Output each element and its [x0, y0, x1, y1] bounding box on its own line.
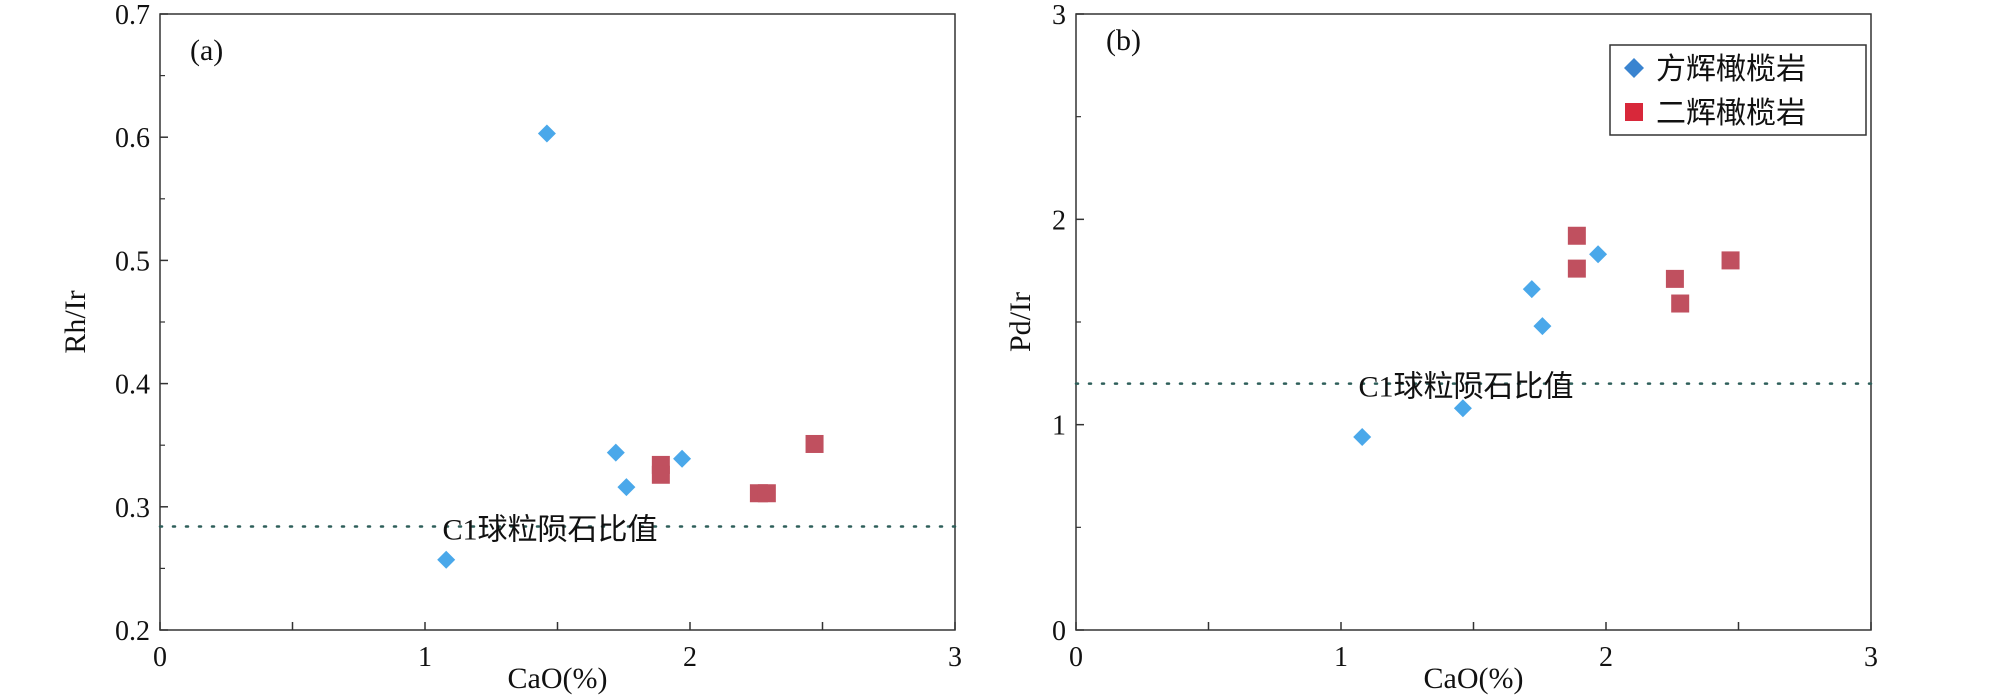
point-diamond	[1533, 317, 1552, 336]
x-tick-label: 3	[1864, 642, 1878, 673]
y-tick-label: 0.6	[115, 123, 150, 154]
point-square	[1671, 294, 1690, 313]
point-square	[1567, 259, 1586, 278]
y-tick-label: 3	[1052, 0, 1066, 31]
y-tick-label: 0.5	[115, 246, 150, 277]
x-tick-label: 3	[948, 642, 962, 673]
y-tick-label: 0.7	[115, 0, 150, 31]
legend-marker-square	[1625, 103, 1643, 121]
y-tick-label: 0.4	[115, 370, 150, 401]
x-tick-label: 2	[683, 642, 697, 673]
panel-label: (b)	[1106, 24, 1141, 57]
point-square	[1665, 269, 1684, 288]
point-square	[757, 484, 776, 503]
point-diamond	[437, 550, 456, 569]
point-diamond	[1522, 280, 1541, 299]
point-diamond	[1589, 245, 1608, 264]
x-tick-label: 0	[1069, 642, 1083, 673]
point-diamond	[1353, 427, 1372, 446]
x-tick-label: 1	[1334, 642, 1348, 673]
point-diamond	[537, 124, 556, 143]
y-axis-label: Pd/Ir	[1004, 292, 1037, 352]
y-tick-label: 0.3	[115, 493, 150, 524]
point-diamond	[606, 443, 625, 462]
x-axis-label: CaO(%)	[508, 662, 608, 695]
x-tick-label: 1	[418, 642, 432, 673]
y-tick-label: 0	[1052, 616, 1066, 647]
legend-entry: 二辉橄榄岩	[1656, 96, 1806, 131]
point-square	[651, 465, 670, 484]
x-tick-label: 0	[153, 642, 167, 673]
point-diamond	[673, 449, 692, 468]
y-axis-label: Rh/Ir	[59, 290, 92, 353]
y-tick-label: 2	[1052, 205, 1066, 236]
y-tick-label: 1	[1052, 411, 1066, 442]
legend-entry: 方辉橄榄岩	[1656, 52, 1806, 87]
point-square	[805, 434, 824, 453]
x-tick-label: 2	[1599, 642, 1613, 673]
reference-label: C1球粒陨石比值	[442, 514, 657, 547]
legend-box	[1609, 44, 1867, 136]
point-diamond	[617, 478, 636, 497]
point-square	[1721, 251, 1740, 270]
legend-marker-diamond	[1624, 58, 1644, 78]
point-square	[1567, 226, 1586, 245]
panel-a: 0 1 2 3 0.2 0.3 0.4 0.5 0.6 0.7 CaO(%) Rh/Ir (a) C1球粒…	[59, 0, 962, 695]
y-tick-label: 0.2	[115, 616, 150, 647]
point-diamond	[1453, 399, 1472, 418]
x-axis-label: CaO(%)	[1424, 662, 1524, 695]
panel-label: (a)	[190, 34, 223, 67]
reference-label: C1球粒陨石比值	[1358, 371, 1573, 404]
